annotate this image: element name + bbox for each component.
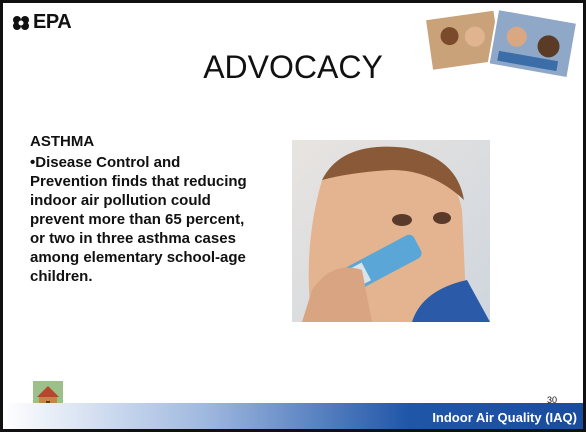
- section-heading: ASTHMA: [30, 133, 94, 150]
- photo: [292, 140, 490, 322]
- footer-label: Indoor Air Quality (IAQ): [432, 410, 577, 425]
- page-number: 30: [547, 395, 557, 405]
- logo-mark: [11, 14, 31, 32]
- slide-title: ADVOCACY: [3, 49, 583, 86]
- slide: EPA ADVOCACY ASTHMA •Disease Control and…: [0, 0, 586, 432]
- logo: EPA: [33, 11, 71, 34]
- bullet-text: •Disease Control and Prevention finds th…: [30, 153, 252, 286]
